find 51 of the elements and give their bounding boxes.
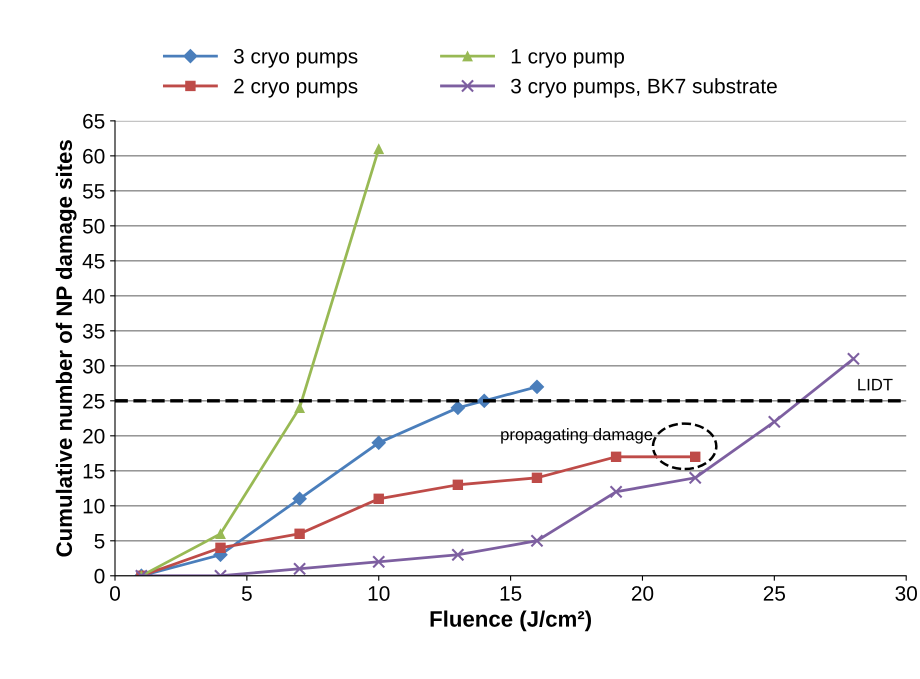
point [215,528,226,540]
y-tick-label: 0 [94,568,104,584]
y-tick-label: 35 [82,324,104,339]
y-tick-label: 15 [84,464,104,479]
point [374,144,384,154]
annotation: propagating damage [501,428,652,444]
legend-label: 3 cryo pumps [234,48,358,68]
y-tick-label: 40 [82,288,104,304]
y-tick-label: 30 [82,358,104,374]
point [294,528,305,540]
point [374,494,384,504]
point [372,436,386,450]
y-tick-label: 50 [82,218,104,234]
legend-label: 3 cryo pumps, BK7 substrate [511,78,777,98]
y-tick-label: 10 [84,498,104,514]
point [452,480,464,490]
y-tick-label: 5 [94,534,104,549]
y-axis-title: Cumulative number of NP damage sites [56,140,77,557]
legend-label: 1 cryo pump [512,49,624,68]
point [451,548,464,562]
x-tick-label: 20 [632,586,654,601]
x-tick-label: 25 [764,586,786,601]
point [688,471,702,484]
point [215,542,226,554]
point [372,555,386,568]
y-tick-label: 65 [83,114,104,129]
point [530,380,544,394]
point [292,492,307,506]
point [532,472,542,484]
x-tick-label: 5 [242,586,252,601]
point [846,352,860,366]
point [690,452,700,462]
x-tick-label: 0 [110,586,120,601]
y-tick-label: 20 [83,428,104,444]
x-tick-label: 15 [500,586,522,601]
point [610,452,622,462]
point [609,485,623,498]
point [450,400,466,416]
y-tick-label: 55 [82,184,104,199]
x-axis-title: Fluence (J/cm²) [430,610,591,632]
point [294,402,305,414]
y-tick-label: 25 [83,394,104,409]
ref-line-label: LIDT [858,378,893,390]
x-tick-label: 30 [895,586,917,601]
y-tick-label: 60 [83,148,104,164]
point [768,415,781,428]
y-tick-label: 45 [82,254,104,269]
point [293,562,306,576]
legend-label: 2 cryo pumps [234,78,358,98]
point [530,534,544,548]
x-tick-label: 10 [368,586,390,601]
